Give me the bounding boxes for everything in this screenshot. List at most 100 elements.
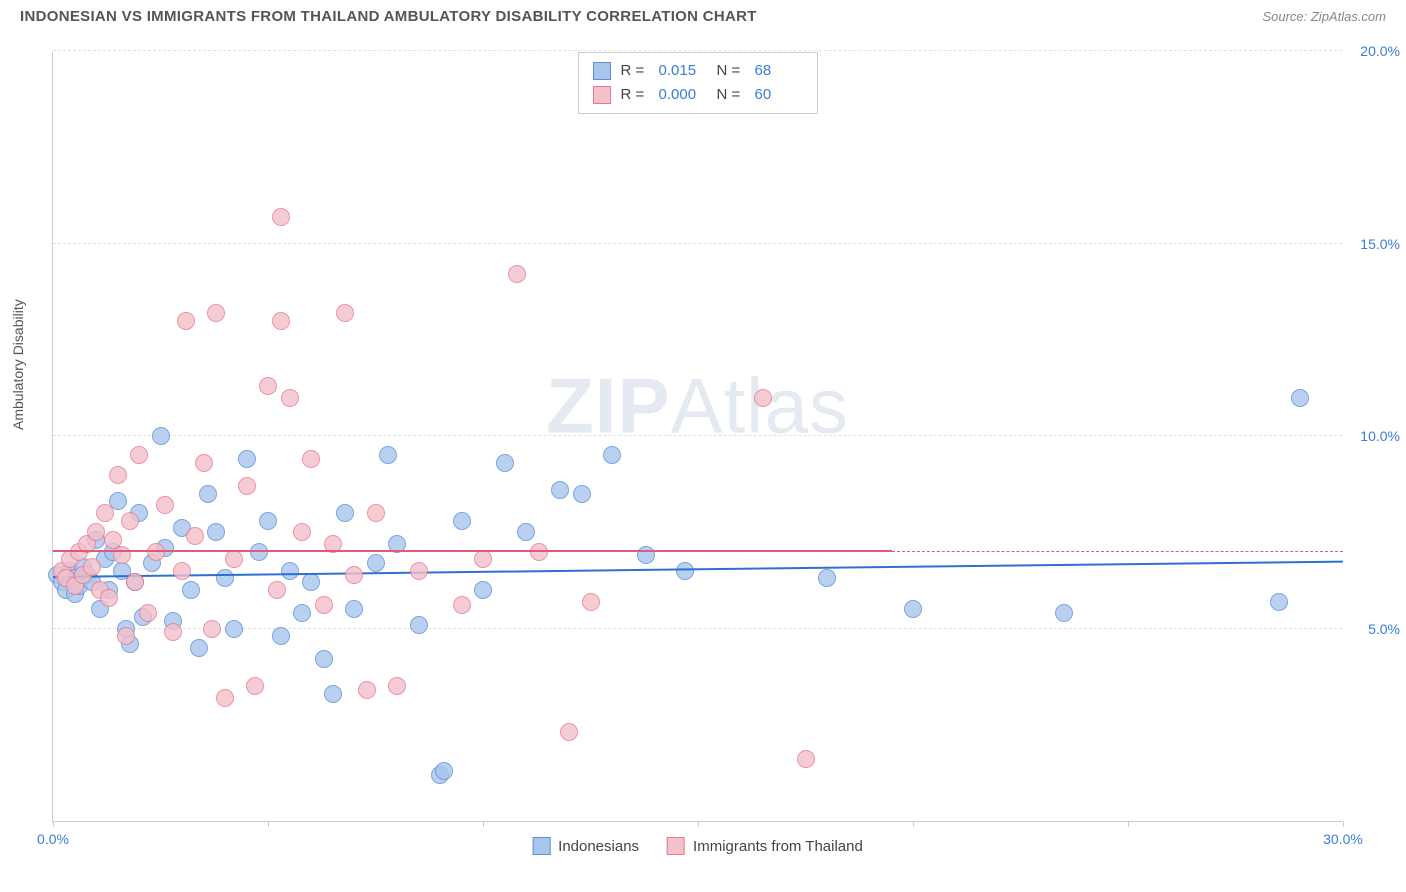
- legend-label-1: Indonesians: [558, 838, 639, 855]
- y-tick-label: 15.0%: [1360, 236, 1400, 252]
- chart-title: INDONESIAN VS IMMIGRANTS FROM THAILAND A…: [20, 8, 757, 25]
- data-point: [904, 600, 922, 618]
- data-point: [268, 581, 286, 599]
- r-label: R =: [621, 59, 649, 83]
- data-point: [238, 477, 256, 495]
- data-point: [315, 596, 333, 614]
- data-point: [195, 454, 213, 472]
- data-point: [281, 562, 299, 580]
- data-point: [496, 454, 514, 472]
- data-point: [272, 312, 290, 330]
- watermark-bold: ZIP: [546, 361, 670, 449]
- source-prefix: Source:: [1262, 9, 1310, 24]
- data-point: [474, 550, 492, 568]
- data-point: [1291, 389, 1309, 407]
- data-point: [560, 723, 578, 741]
- n-label: N =: [717, 83, 745, 107]
- data-point: [345, 566, 363, 584]
- data-point: [474, 581, 492, 599]
- x-tick-label: 30.0%: [1323, 831, 1363, 847]
- data-point: [530, 543, 548, 561]
- data-point: [173, 562, 191, 580]
- stats-row-1: R = 0.015 N = 68: [593, 59, 803, 83]
- x-tick: [483, 821, 484, 827]
- data-point: [87, 523, 105, 541]
- data-point: [324, 685, 342, 703]
- data-point: [517, 523, 535, 541]
- data-point: [250, 543, 268, 561]
- data-point: [190, 639, 208, 657]
- data-point: [315, 650, 333, 668]
- y-tick-label: 20.0%: [1360, 43, 1400, 59]
- data-point: [435, 762, 453, 780]
- data-point: [207, 523, 225, 541]
- data-point: [367, 504, 385, 522]
- data-point: [259, 377, 277, 395]
- data-point: [207, 304, 225, 322]
- gridline-h: [53, 243, 1342, 244]
- y-tick-label: 5.0%: [1368, 621, 1400, 637]
- data-point: [225, 550, 243, 568]
- bottom-legend: Indonesians Immigrants from Thailand: [532, 837, 863, 855]
- data-point: [225, 620, 243, 638]
- data-point: [96, 504, 114, 522]
- swatch-series-2: [667, 837, 685, 855]
- x-tick: [1128, 821, 1129, 827]
- swatch-series-1: [532, 837, 550, 855]
- data-point: [358, 681, 376, 699]
- data-point: [302, 450, 320, 468]
- data-point: [100, 589, 118, 607]
- y-tick-label: 10.0%: [1360, 428, 1400, 444]
- data-point: [379, 446, 397, 464]
- data-point: [336, 304, 354, 322]
- n-value-1: 68: [755, 59, 803, 83]
- x-tick: [53, 821, 54, 827]
- gridline-h: [53, 628, 1342, 629]
- trend-line: [53, 561, 1343, 578]
- data-point: [246, 677, 264, 695]
- data-point: [152, 427, 170, 445]
- data-point: [676, 562, 694, 580]
- y-axis-label: Ambulatory Disability: [10, 299, 26, 430]
- data-point: [199, 485, 217, 503]
- source-link[interactable]: ZipAtlas.com: [1311, 9, 1386, 24]
- data-point: [272, 627, 290, 645]
- data-point: [126, 573, 144, 591]
- swatch-series-1: [593, 62, 611, 80]
- title-bar: INDONESIAN VS IMMIGRANTS FROM THAILAND A…: [0, 0, 1406, 29]
- x-tick-label: 0.0%: [37, 831, 69, 847]
- data-point: [130, 446, 148, 464]
- data-point: [754, 389, 772, 407]
- data-point: [186, 527, 204, 545]
- data-point: [117, 627, 135, 645]
- data-point: [603, 446, 621, 464]
- data-point: [216, 689, 234, 707]
- data-point: [147, 543, 165, 561]
- trend-line: [53, 550, 892, 552]
- data-point: [573, 485, 591, 503]
- data-point: [1055, 604, 1073, 622]
- x-tick: [268, 821, 269, 827]
- data-point: [164, 623, 182, 641]
- data-point: [272, 208, 290, 226]
- data-point: [302, 573, 320, 591]
- data-point: [177, 312, 195, 330]
- data-point: [818, 569, 836, 587]
- x-tick: [1343, 821, 1344, 827]
- data-point: [156, 496, 174, 514]
- data-point: [453, 512, 471, 530]
- data-point: [293, 523, 311, 541]
- swatch-series-2: [593, 86, 611, 104]
- data-point: [797, 750, 815, 768]
- data-point: [453, 596, 471, 614]
- data-point: [121, 512, 139, 530]
- data-point: [259, 512, 277, 530]
- n-value-2: 60: [755, 83, 803, 107]
- gridline-h: [53, 50, 1342, 51]
- data-point: [1270, 593, 1288, 611]
- data-point: [388, 677, 406, 695]
- legend-item-2: Immigrants from Thailand: [667, 837, 863, 855]
- n-label: N =: [717, 59, 745, 83]
- watermark: ZIPAtlas: [546, 360, 849, 451]
- data-point: [139, 604, 157, 622]
